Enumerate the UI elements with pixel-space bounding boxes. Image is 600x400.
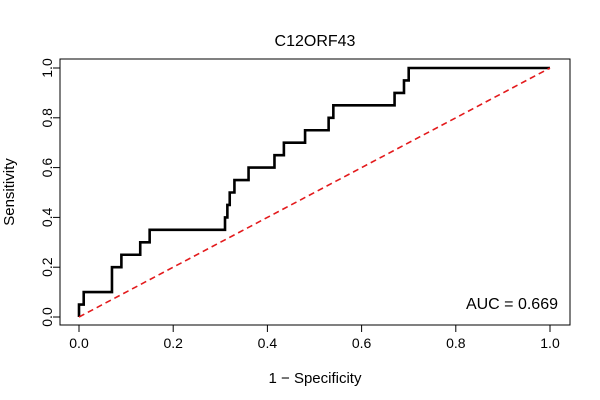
x-tick-label: 1.0 [540, 335, 560, 351]
y-axis-title: Sensitivity [1, 158, 18, 226]
y-tick-label: 0.0 [39, 307, 55, 327]
x-tick-label: 0.8 [446, 335, 466, 351]
auc-annotation: AUC = 0.669 [466, 296, 558, 313]
y-tick-label: 1.0 [39, 58, 55, 78]
y-tick-label: 0.6 [39, 158, 55, 178]
x-tick-label: 0.6 [352, 335, 372, 351]
roc-chart: C12ORF43 0.0 0.2 0.4 0.6 0.8 1.0 0.0 0.2 0.4 0.6… [0, 0, 600, 400]
y-tick-label: 0.2 [39, 257, 55, 277]
chart-title: C12ORF43 [275, 33, 356, 50]
x-tick-label: 0.0 [69, 335, 89, 351]
x-axis-title: 1 − Specificity [269, 370, 362, 387]
x-tick-label: 0.2 [163, 335, 183, 351]
x-tick-label: 0.4 [258, 335, 278, 351]
y-tick-label: 0.8 [39, 108, 55, 128]
y-tick-label: 0.4 [39, 207, 55, 227]
